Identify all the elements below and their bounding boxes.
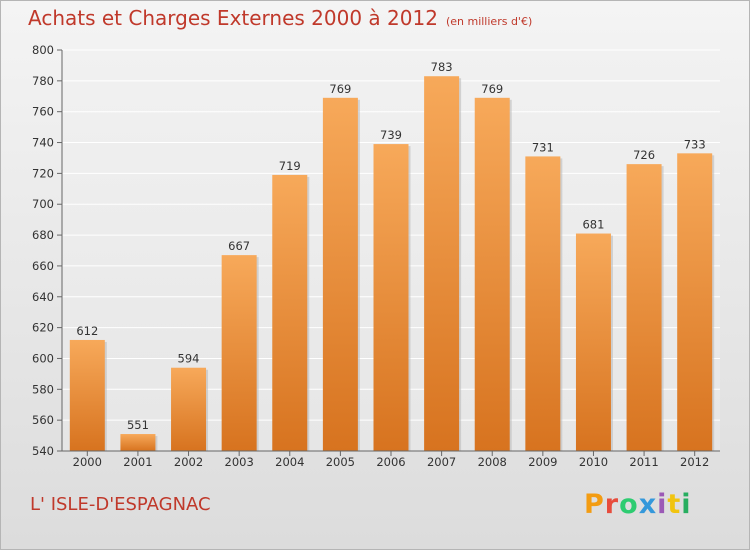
value-label: 612 (76, 324, 98, 338)
value-label: 551 (127, 418, 149, 432)
y-tick-label: 580 (32, 382, 54, 396)
value-label: 769 (329, 82, 351, 96)
x-tick-label: 2007 (427, 455, 456, 469)
value-label: 733 (684, 137, 706, 151)
x-tick-label: 2012 (680, 455, 709, 469)
x-tick-label: 2003 (225, 455, 254, 469)
value-label: 667 (228, 239, 250, 253)
y-tick-label: 700 (32, 197, 54, 211)
x-tick-label: 2009 (528, 455, 557, 469)
bar-2004 (272, 174, 308, 451)
value-label: 783 (431, 60, 453, 74)
x-tick-label: 2000 (73, 455, 102, 469)
x-tick-label: 2004 (275, 455, 304, 469)
chart-title: Achats et Charges Externes 2000 à 2012 (e… (28, 6, 532, 30)
y-tick-label: 780 (32, 74, 54, 88)
bar-2009 (525, 156, 561, 451)
y-tick-label: 680 (32, 228, 54, 242)
value-label: 769 (481, 82, 503, 96)
value-label: 731 (532, 140, 554, 154)
bar-2001 (120, 434, 156, 451)
logo-letter: P (584, 489, 605, 520)
bar-2010 (575, 233, 611, 451)
value-label: 681 (582, 218, 604, 232)
logo-letter: r (604, 489, 620, 520)
y-tick-label: 760 (32, 105, 54, 119)
logo-letter: x (638, 489, 658, 520)
y-tick-label: 540 (32, 444, 54, 458)
bars: 612 551 594 667 719 769 739 783 769 731 681 726 733 (69, 60, 715, 452)
bar-2002 (171, 367, 207, 451)
y-tick-label: 560 (32, 413, 54, 427)
bar-2011 (626, 164, 662, 451)
y-tick-label: 620 (32, 321, 54, 335)
bar-2005 (322, 97, 358, 452)
bar-2003 (221, 255, 257, 451)
logo-letter: i (657, 489, 668, 520)
x-tick-label: 2011 (629, 455, 658, 469)
commune-name: L' ISLE-D'ESPAGNAC (30, 494, 211, 515)
value-label: 739 (380, 128, 402, 142)
y-tick-label: 600 (32, 351, 54, 365)
logo-letter: o (619, 489, 639, 520)
value-label: 594 (178, 352, 200, 366)
bar-2000 (69, 339, 105, 451)
x-tick-label: 2001 (123, 455, 152, 469)
bar-2012 (677, 153, 713, 452)
value-label: 719 (279, 159, 301, 173)
x-tick-label: 2005 (326, 455, 355, 469)
title-text: Achats et Charges Externes 2000 à 2012 (28, 6, 438, 30)
x-tick-label: 2002 (174, 455, 203, 469)
logo-letter: t (667, 489, 682, 520)
value-label: 726 (633, 148, 655, 162)
bar-2008 (474, 97, 510, 452)
x-tick-label: 2008 (478, 455, 507, 469)
y-tick-label: 740 (32, 136, 54, 150)
axes: 540 560 580 600 620 640 660 680 700 720 740 760 780 8… (32, 43, 720, 469)
bar-2006 (373, 144, 409, 452)
logo-letter: i (681, 489, 692, 520)
bar-2007 (424, 76, 460, 451)
unit-subtitle: (en milliers d'€) (445, 15, 533, 28)
y-tick-label: 800 (32, 43, 54, 57)
y-tick-label: 720 (32, 166, 54, 180)
proxiti-logo: Proxiti (584, 489, 692, 520)
x-tick-label: 2010 (579, 455, 608, 469)
y-tick-label: 640 (32, 290, 54, 304)
y-tick-label: 660 (32, 259, 54, 273)
x-tick-label: 2006 (376, 455, 405, 469)
